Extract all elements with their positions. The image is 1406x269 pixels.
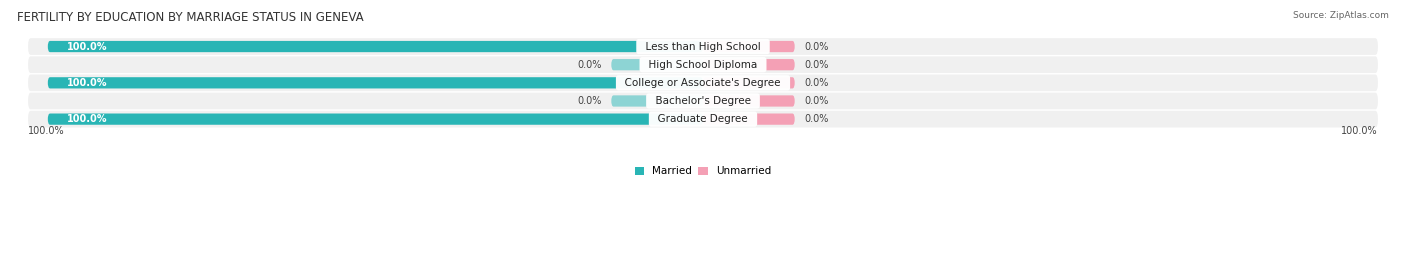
Text: FERTILITY BY EDUCATION BY MARRIAGE STATUS IN GENEVA: FERTILITY BY EDUCATION BY MARRIAGE STATU… — [17, 11, 364, 24]
FancyBboxPatch shape — [28, 56, 1378, 73]
Text: Bachelor's Degree: Bachelor's Degree — [648, 96, 758, 106]
FancyBboxPatch shape — [703, 77, 794, 89]
FancyBboxPatch shape — [703, 95, 794, 107]
FancyBboxPatch shape — [28, 75, 1378, 91]
Text: 0.0%: 0.0% — [804, 41, 830, 52]
Text: 0.0%: 0.0% — [804, 78, 830, 88]
Text: 100.0%: 100.0% — [67, 41, 108, 52]
Text: 100.0%: 100.0% — [28, 126, 65, 136]
Text: Less than High School: Less than High School — [638, 41, 768, 52]
Text: 100.0%: 100.0% — [67, 114, 108, 124]
FancyBboxPatch shape — [48, 114, 703, 125]
FancyBboxPatch shape — [28, 111, 1378, 128]
FancyBboxPatch shape — [703, 114, 794, 125]
Text: Source: ZipAtlas.com: Source: ZipAtlas.com — [1294, 11, 1389, 20]
Legend: Married, Unmarried: Married, Unmarried — [630, 162, 776, 180]
Text: High School Diploma: High School Diploma — [643, 60, 763, 70]
FancyBboxPatch shape — [703, 59, 794, 70]
FancyBboxPatch shape — [28, 38, 1378, 55]
Text: 0.0%: 0.0% — [804, 114, 830, 124]
FancyBboxPatch shape — [28, 93, 1378, 109]
Text: College or Associate's Degree: College or Associate's Degree — [619, 78, 787, 88]
FancyBboxPatch shape — [48, 77, 703, 89]
Text: 0.0%: 0.0% — [576, 96, 602, 106]
FancyBboxPatch shape — [612, 95, 703, 107]
FancyBboxPatch shape — [703, 41, 794, 52]
Text: 100.0%: 100.0% — [1341, 126, 1378, 136]
Text: 0.0%: 0.0% — [804, 60, 830, 70]
Text: 0.0%: 0.0% — [576, 60, 602, 70]
FancyBboxPatch shape — [48, 41, 703, 52]
Text: 0.0%: 0.0% — [804, 96, 830, 106]
FancyBboxPatch shape — [612, 59, 703, 70]
Text: 100.0%: 100.0% — [67, 78, 108, 88]
Text: Graduate Degree: Graduate Degree — [651, 114, 755, 124]
